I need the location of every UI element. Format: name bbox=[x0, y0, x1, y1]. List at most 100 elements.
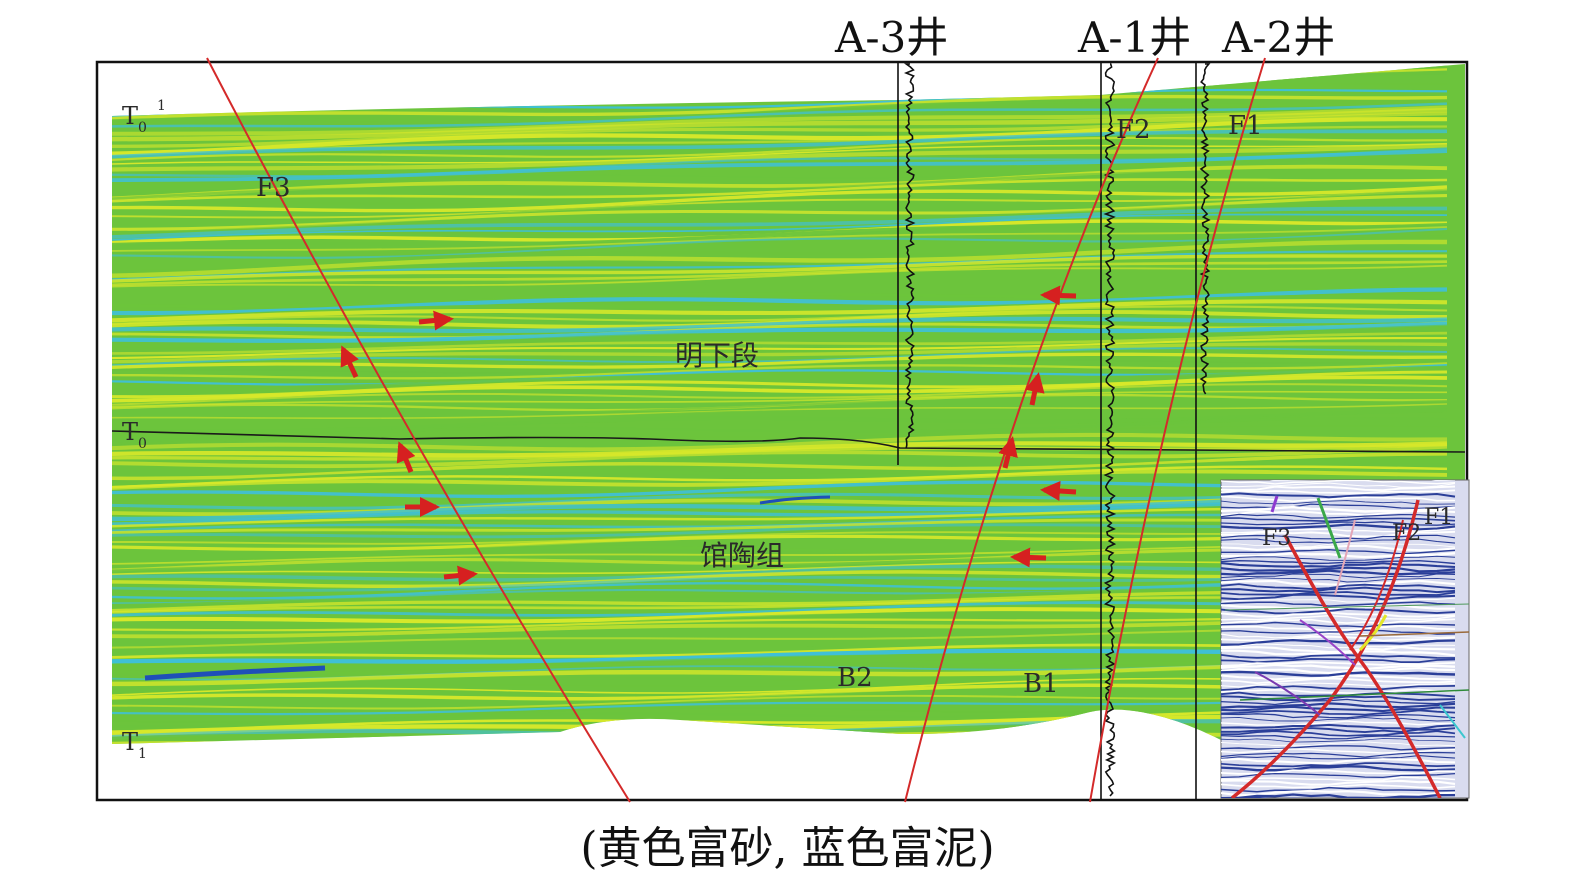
formation-label-upper: 明下段 bbox=[675, 339, 759, 372]
well-a2-log bbox=[1199, 63, 1211, 395]
sand-body-label-b1: B1 bbox=[1023, 669, 1059, 699]
strata-band bbox=[112, 102, 1448, 128]
inset-reflector bbox=[1221, 559, 1456, 565]
horizon-label-t1: T1 bbox=[122, 728, 147, 762]
well-a3-log bbox=[903, 63, 916, 449]
fault-f1-line bbox=[1089, 57, 1266, 803]
inset-reflector bbox=[1221, 521, 1456, 526]
flow-arrow bbox=[396, 441, 416, 473]
strata-band bbox=[112, 352, 1448, 370]
flow-arrow bbox=[1010, 547, 1047, 568]
flow-arrow bbox=[998, 436, 1018, 469]
flow-arrow bbox=[418, 310, 454, 331]
strata-band bbox=[112, 324, 1448, 350]
flow-arrow bbox=[340, 345, 359, 379]
strata-band bbox=[112, 337, 1447, 360]
strata-band bbox=[112, 213, 1448, 242]
strata-band bbox=[112, 158, 1448, 195]
inset-horizon-cyan bbox=[1439, 704, 1466, 739]
inset-reflector bbox=[1221, 783, 1456, 789]
inset-reflector bbox=[1221, 618, 1456, 625]
inset-reflector bbox=[1221, 801, 1455, 805]
horizon-label-t0-1: T01 bbox=[122, 98, 166, 136]
strata-band bbox=[112, 260, 1448, 287]
inset-reflector bbox=[1221, 480, 1456, 485]
strata-band bbox=[112, 432, 1448, 452]
strata-band bbox=[112, 358, 1448, 374]
inset-reflector bbox=[1221, 523, 1456, 531]
inset-reflector bbox=[1221, 569, 1456, 576]
inset-reflector bbox=[1221, 674, 1456, 681]
inset-reflector bbox=[1221, 698, 1456, 706]
strata-band bbox=[112, 149, 1448, 183]
strata-band bbox=[112, 94, 1448, 121]
inset-reflector bbox=[1221, 573, 1456, 579]
strata-band bbox=[112, 383, 1448, 407]
strata-band bbox=[112, 107, 1448, 142]
inset-reflector bbox=[1221, 779, 1456, 786]
formation-label-lower: 馆陶组 bbox=[700, 539, 784, 572]
inset-reflector bbox=[1221, 713, 1456, 719]
horizon-label-t0: T0 bbox=[122, 418, 147, 452]
strata-band bbox=[112, 342, 1448, 364]
strata-band bbox=[112, 170, 1448, 201]
inset-reflector bbox=[1221, 489, 1456, 494]
strata-band bbox=[112, 305, 1448, 326]
inset-reflector bbox=[1221, 730, 1456, 737]
inset-reflector bbox=[1221, 492, 1456, 499]
inset-reflector bbox=[1221, 614, 1456, 621]
strata-band bbox=[112, 223, 1448, 247]
inset-reflector bbox=[1221, 538, 1456, 544]
strata-band bbox=[97, 30, 1447, 62]
strata-band bbox=[112, 452, 1448, 481]
flow-arrow bbox=[1040, 481, 1077, 501]
inset-reflector bbox=[1221, 762, 1456, 768]
strata-band bbox=[112, 188, 1448, 219]
strata-band bbox=[112, 299, 1448, 323]
strata-band bbox=[112, 465, 1448, 489]
inset-horizon-green bbox=[1239, 689, 1469, 701]
fault-f2-line bbox=[904, 57, 1159, 803]
inset-horizon-olive bbox=[1224, 603, 1469, 611]
inset-horizon-violet bbox=[1299, 619, 1356, 666]
strata-band bbox=[112, 416, 1448, 443]
inset-horizon-purple-low bbox=[1254, 671, 1321, 716]
inset-reflector bbox=[1221, 591, 1456, 596]
inset-reflector bbox=[1221, 543, 1456, 548]
inset-fault-pink bbox=[1334, 519, 1356, 596]
inset-label-f1: F1 bbox=[1424, 505, 1453, 530]
strata-band bbox=[112, 442, 1448, 461]
inset-reflector bbox=[1221, 528, 1456, 534]
strata-band bbox=[112, 404, 1448, 428]
inset-reflector bbox=[1221, 607, 1456, 615]
inset-fault-purple bbox=[1270, 495, 1279, 513]
inset-reflector bbox=[1221, 720, 1456, 726]
fault-f3-line bbox=[206, 57, 631, 803]
inset-reflector bbox=[1221, 755, 1456, 760]
strata-band bbox=[112, 429, 1448, 450]
deep-mud-streak bbox=[144, 665, 326, 681]
well-title-a3: A-3井 bbox=[835, 13, 949, 62]
inset-reflector bbox=[1221, 517, 1456, 523]
flow-arrow bbox=[1024, 372, 1045, 406]
inset-reflector bbox=[1221, 635, 1456, 642]
strata-band bbox=[112, 362, 1448, 380]
strata-band bbox=[112, 185, 1448, 213]
inset-reflector bbox=[1221, 562, 1456, 569]
inset-fault-f1 bbox=[1230, 499, 1420, 798]
strata-band bbox=[112, 283, 1448, 308]
fault-label-f1: F1 bbox=[1228, 111, 1263, 141]
inset-reflector bbox=[1221, 601, 1456, 607]
inset-reflector bbox=[1221, 786, 1456, 793]
strata-band bbox=[112, 407, 1448, 434]
flow-arrow bbox=[1040, 285, 1077, 306]
inset-reflector bbox=[1221, 649, 1456, 657]
inset-horizon-brown bbox=[1359, 631, 1469, 637]
inset-reflector bbox=[1221, 734, 1456, 740]
strata-band bbox=[112, 227, 1448, 259]
strata-band bbox=[112, 469, 1448, 491]
strata-band bbox=[112, 231, 1448, 265]
inset-reflector bbox=[1221, 530, 1456, 538]
strata-band bbox=[112, 287, 1448, 316]
